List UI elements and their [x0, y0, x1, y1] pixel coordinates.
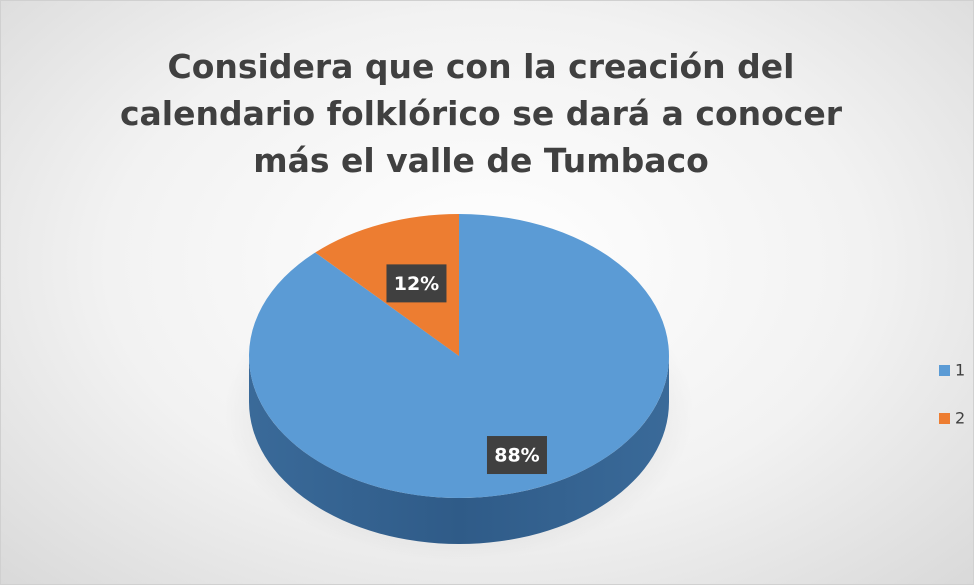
data-label: 88% — [494, 445, 539, 467]
data-label: 12% — [394, 273, 439, 295]
data-label-box — [386, 264, 447, 303]
chart-title: Considera que con la creación del calend… — [119, 47, 843, 180]
legend-label: 1 — [955, 361, 965, 380]
pie-slice — [248, 214, 669, 498]
data-label-box — [486, 436, 547, 475]
legend-swatch — [939, 413, 950, 424]
pie-slice-side — [249, 356, 669, 544]
legend-swatch — [939, 365, 950, 376]
legend-label: 2 — [955, 409, 965, 428]
